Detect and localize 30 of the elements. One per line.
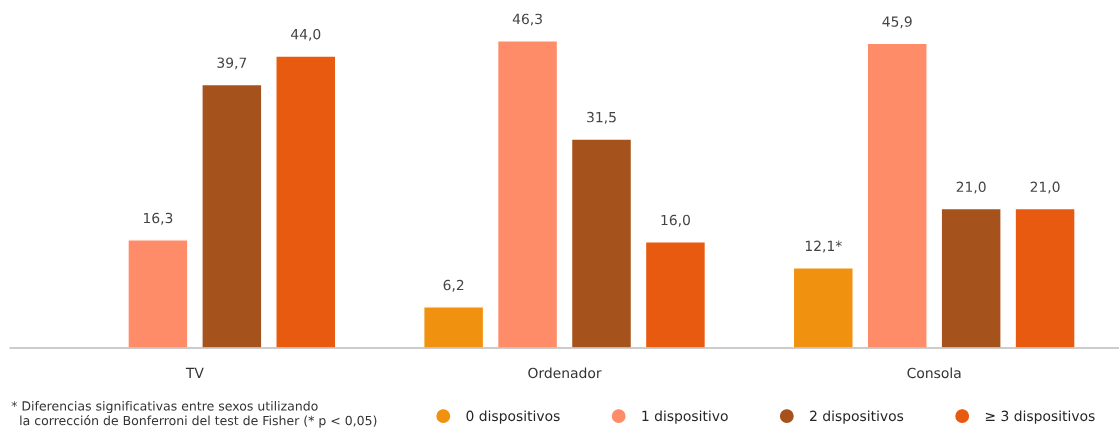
bar [496, 40, 559, 348]
legend-label: 1 dispositivo [642, 410, 728, 424]
x-tick-label: Consola [907, 367, 961, 379]
legend-label: 2 dispositivos [810, 410, 904, 424]
data-label: 45,9 [882, 16, 912, 29]
text: * Diferencias significativas entre sexos utilizando la corrección de Bonferroni del test de Fisher (* p < 0,05) [11, 400, 377, 428]
data-label: 12,1* [805, 240, 842, 253]
data-label: 16,3 [143, 212, 173, 225]
x-tick-label: Ordenador [528, 367, 602, 379]
data-label: 31,5 [587, 111, 616, 124]
data-label: 21,0 [1030, 181, 1060, 194]
data-label: 46,3 [512, 13, 542, 26]
bar [940, 207, 1002, 348]
x-tick-label: TV [185, 367, 204, 378]
data-label: 39,7 [217, 57, 247, 70]
legend-label: ≥ 3 dispositivos [985, 410, 1095, 424]
bar [1014, 207, 1076, 348]
data-label: 21,0 [956, 181, 986, 194]
legend-label: 0 dispositivos [466, 410, 560, 424]
bar [201, 83, 263, 348]
data-label: 44,0 [291, 28, 321, 41]
data-label: 16,0 [661, 214, 690, 227]
bar [275, 55, 337, 348]
bar [644, 241, 707, 348]
bar [792, 267, 854, 348]
bar [866, 42, 928, 348]
bar [570, 138, 633, 348]
data-label: 6,2 [443, 279, 464, 292]
bar [423, 306, 485, 348]
bar [127, 239, 189, 348]
